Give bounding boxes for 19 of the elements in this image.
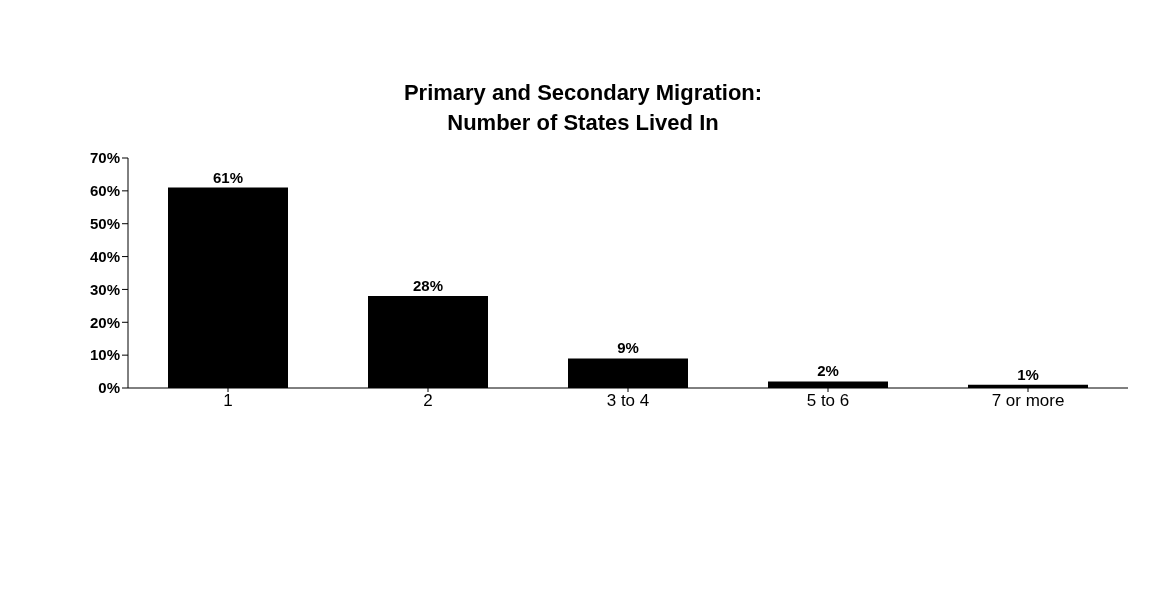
y-tick-label: 70% xyxy=(89,149,120,167)
data-label: 2% xyxy=(817,362,839,380)
x-tick-label: 7 or more xyxy=(991,391,1065,411)
x-tick-label: 1 xyxy=(223,391,233,411)
data-label: 61% xyxy=(212,168,244,186)
data-label: 28% xyxy=(412,277,444,294)
y-tick-label: 60% xyxy=(89,182,120,200)
x-tick-label: 2 xyxy=(423,391,433,411)
data-label: 9% xyxy=(617,339,639,357)
y-tick-label: 30% xyxy=(89,280,120,298)
chart-title: Primary and Secondary Migration: Number of States Lived In xyxy=(402,79,764,137)
data-label: 1% xyxy=(1017,365,1039,383)
y-tick-label: 0% xyxy=(98,379,120,397)
y-tick-label: 50% xyxy=(89,215,120,233)
y-tick-label: 20% xyxy=(89,313,120,331)
y-tick-label: 40% xyxy=(89,247,120,265)
x-tick-label: 3 to 4 xyxy=(606,391,650,411)
x-tick-label: 5 to 6 xyxy=(806,391,850,411)
y-tick-label: 10% xyxy=(89,346,120,364)
